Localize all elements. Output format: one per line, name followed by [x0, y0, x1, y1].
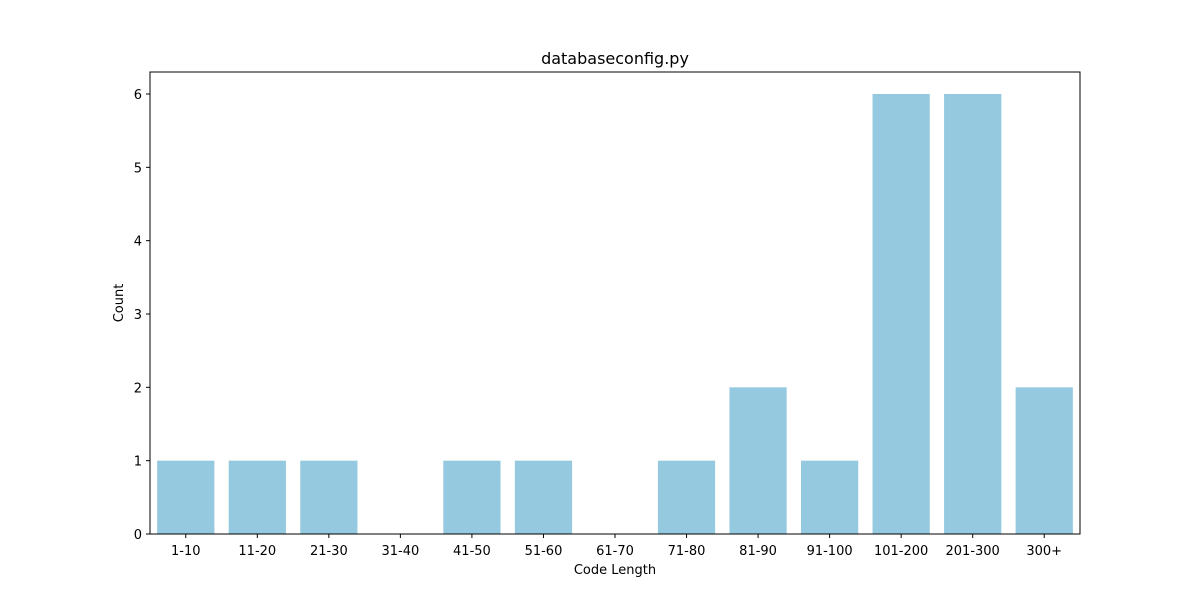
bar-71-80 [657, 460, 716, 534]
bar-51-60 [514, 460, 573, 534]
x-tick-label: 101-200 [874, 544, 928, 559]
y-tick-label: 2 [134, 381, 142, 396]
x-tick-label: 61-70 [596, 544, 634, 559]
x-tick-label: 201-300 [946, 544, 1000, 559]
x-tick-label: 1-10 [171, 544, 201, 559]
x-tick-label: 31-40 [381, 544, 419, 559]
bar-41-50 [443, 460, 501, 534]
bar-201-300 [944, 94, 1002, 534]
bar-11-20 [228, 460, 286, 534]
y-tick-label: 3 [134, 308, 142, 323]
bar-21-30 [300, 460, 358, 534]
x-tick-label: 300+ [1026, 544, 1062, 559]
y-tick-label: 5 [134, 161, 142, 176]
x-tick-label: 41-50 [453, 544, 491, 559]
x-tick-label: 11-20 [238, 544, 276, 559]
y-axis: 0 1 2 3 4 5 6 [134, 88, 150, 543]
y-tick-label: 4 [134, 235, 142, 250]
x-tick-label: 91-100 [807, 544, 853, 559]
y-tick-label: 6 [134, 88, 142, 103]
bar-101-200 [872, 94, 930, 534]
bars-group [157, 94, 1073, 534]
y-tick-label: 0 [134, 528, 142, 543]
x-tick-label: 81-90 [739, 544, 777, 559]
y-axis-label: Count [112, 284, 127, 323]
bar-300+ [1015, 387, 1073, 534]
x-axis: 1-10 11-20 21-30 31-40 41-50 51-60 61-70 71-80 8… [171, 534, 1062, 559]
x-axis-label: Code Length [574, 563, 656, 578]
x-tick-label: 21-30 [310, 544, 348, 559]
bar-81-90 [729, 387, 787, 534]
x-tick-label: 51-60 [525, 544, 563, 559]
y-tick-label: 1 [134, 455, 142, 470]
x-tick-label: 71-80 [668, 544, 706, 559]
bar-91-100 [801, 460, 859, 534]
plot-frame [149, 71, 1081, 535]
bar-1-10 [157, 460, 215, 534]
chart-title: databaseconfig.py [541, 49, 689, 68]
